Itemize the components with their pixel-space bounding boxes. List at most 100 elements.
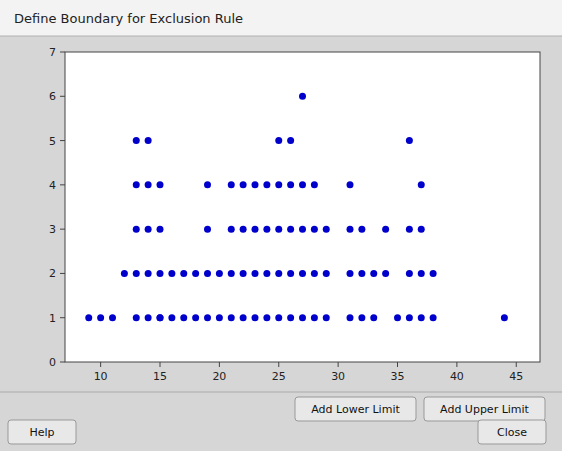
point xyxy=(299,314,306,321)
button[interactable] xyxy=(295,397,416,421)
y-tick xyxy=(60,140,65,141)
point xyxy=(287,270,294,277)
point xyxy=(347,314,354,321)
point xyxy=(311,270,318,277)
point xyxy=(157,314,164,321)
point xyxy=(358,270,365,277)
point xyxy=(358,226,365,233)
y-tick-label: 4 xyxy=(49,179,56,192)
point xyxy=(204,181,211,188)
point xyxy=(382,270,389,277)
y-tick-label: 1 xyxy=(49,312,56,325)
point xyxy=(299,226,306,233)
point xyxy=(311,226,318,233)
button-label[interactable]: Close xyxy=(497,426,527,439)
point xyxy=(275,137,282,144)
point xyxy=(275,226,282,233)
button[interactable] xyxy=(478,420,546,444)
point xyxy=(311,314,318,321)
point xyxy=(287,137,294,144)
point xyxy=(275,314,282,321)
window-background xyxy=(0,0,562,451)
point xyxy=(287,226,294,233)
point xyxy=(418,181,425,188)
point xyxy=(240,226,247,233)
point xyxy=(109,314,116,321)
x-tick-label: 15 xyxy=(153,370,167,383)
point xyxy=(252,181,259,188)
point xyxy=(168,270,175,277)
y-tick xyxy=(60,317,65,318)
point xyxy=(299,181,306,188)
point xyxy=(418,226,425,233)
point xyxy=(323,314,330,321)
y-tick-label: 0 xyxy=(49,356,56,369)
point xyxy=(228,181,235,188)
point xyxy=(228,270,235,277)
y-tick xyxy=(60,273,65,274)
point xyxy=(157,270,164,277)
point xyxy=(252,270,259,277)
point xyxy=(133,226,140,233)
point xyxy=(370,314,377,321)
point xyxy=(406,137,413,144)
plot-frame xyxy=(65,52,540,362)
point xyxy=(145,314,152,321)
point xyxy=(406,270,413,277)
x-tick-label: 20 xyxy=(212,370,226,383)
separator xyxy=(0,392,562,393)
point xyxy=(394,314,401,321)
point xyxy=(263,314,270,321)
point xyxy=(216,314,223,321)
x-tick-label: 10 xyxy=(94,370,108,383)
x-tick-label: 40 xyxy=(450,370,464,383)
point xyxy=(157,181,164,188)
button[interactable] xyxy=(424,397,545,421)
button-label[interactable]: Add Upper Limit xyxy=(440,403,530,416)
point xyxy=(406,314,413,321)
point xyxy=(145,181,152,188)
title-bar xyxy=(0,0,562,36)
point xyxy=(157,226,164,233)
x-tick xyxy=(278,362,279,367)
window-title: Define Boundary for Exclusion Rule xyxy=(14,11,243,26)
y-tick xyxy=(60,184,65,185)
point xyxy=(323,270,330,277)
x-tick xyxy=(397,362,398,367)
y-tick xyxy=(60,52,65,53)
point xyxy=(287,181,294,188)
point xyxy=(252,314,259,321)
y-tick-label: 6 xyxy=(49,90,56,103)
point xyxy=(204,270,211,277)
point xyxy=(145,137,152,144)
x-tick xyxy=(456,362,457,367)
point xyxy=(180,314,187,321)
point xyxy=(382,226,389,233)
x-tick xyxy=(219,362,220,367)
x-tick xyxy=(516,362,517,367)
y-tick xyxy=(60,362,65,363)
x-tick xyxy=(338,362,339,367)
point xyxy=(323,226,330,233)
point xyxy=(216,270,223,277)
point xyxy=(263,226,270,233)
y-tick xyxy=(60,96,65,97)
point xyxy=(228,226,235,233)
button-label[interactable]: Add Lower Limit xyxy=(311,403,400,416)
point xyxy=(418,270,425,277)
point xyxy=(97,314,104,321)
point xyxy=(145,226,152,233)
y-tick-label: 7 xyxy=(49,46,56,59)
x-tick xyxy=(100,362,101,367)
point xyxy=(347,226,354,233)
button[interactable] xyxy=(8,420,76,444)
point xyxy=(311,181,318,188)
point xyxy=(168,314,175,321)
y-tick-label: 3 xyxy=(49,223,56,236)
point xyxy=(430,314,437,321)
point xyxy=(228,314,235,321)
button-label[interactable]: Help xyxy=(29,426,54,439)
point xyxy=(85,314,92,321)
point xyxy=(192,270,199,277)
point xyxy=(133,270,140,277)
